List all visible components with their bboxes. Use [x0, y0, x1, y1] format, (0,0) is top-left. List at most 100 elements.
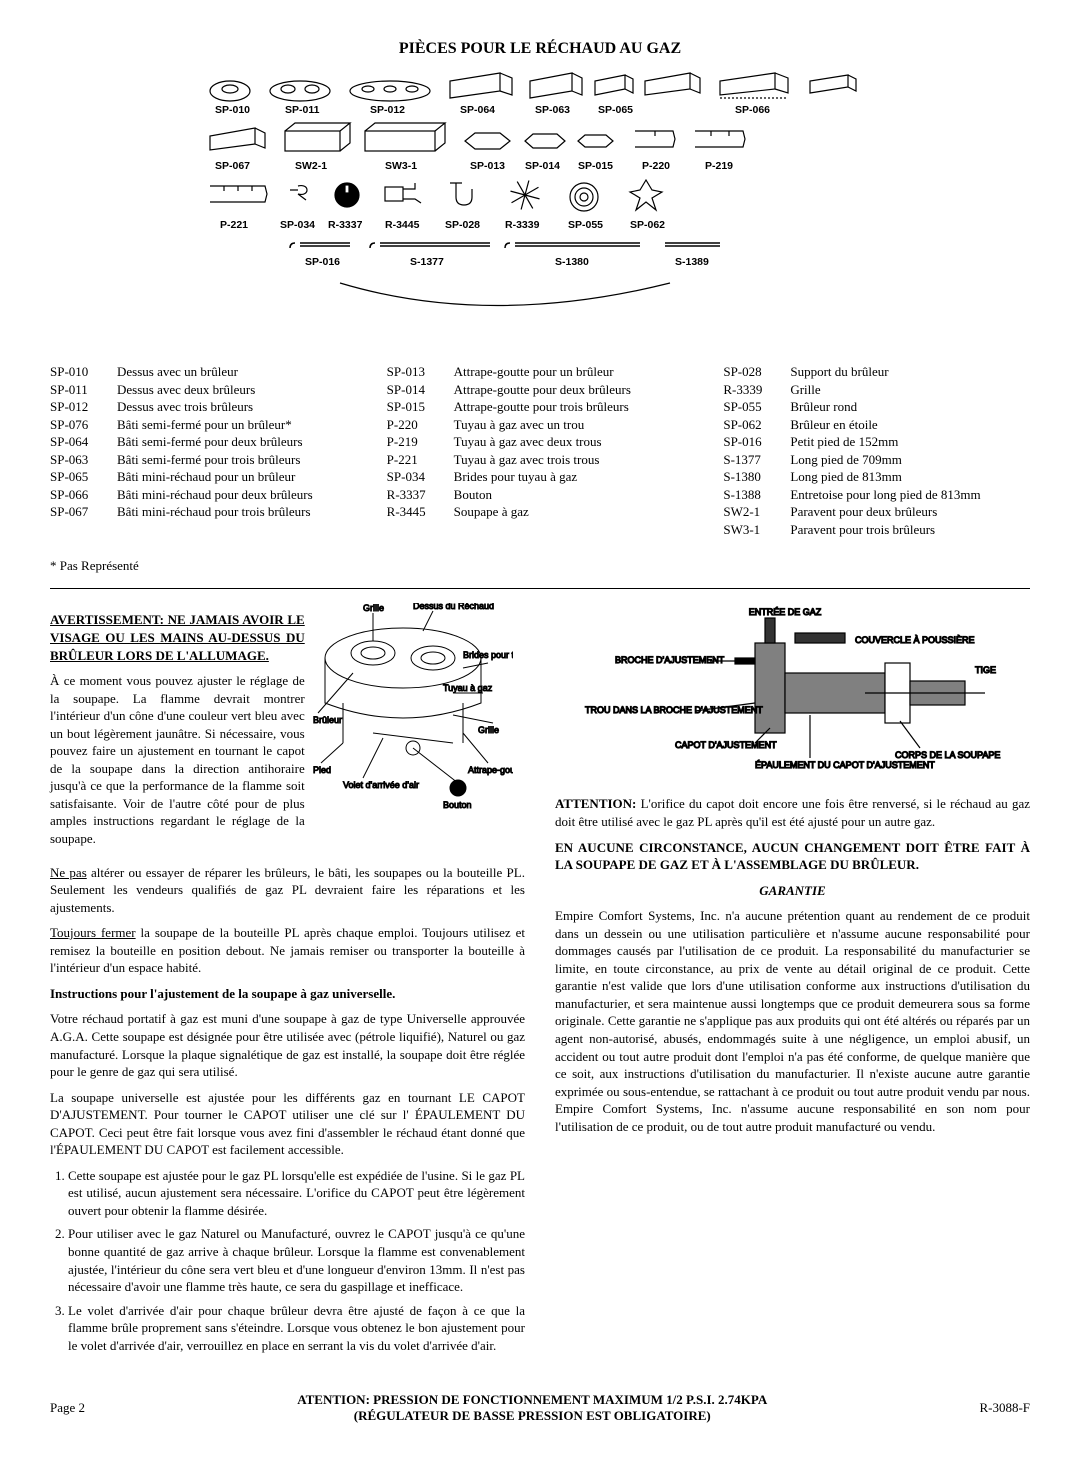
parts-diagram: SP-010 SP-011 SP-012 SP-064 SP-063 SP-06…: [50, 68, 1030, 343]
diag-label: S-1377: [410, 256, 444, 268]
diag-label: SP-064: [460, 104, 495, 116]
svg-text:TROU DANS LA BROCHE D'AJUSTEME: TROU DANS LA BROCHE D'AJUSTEMENT: [585, 705, 763, 715]
part-code: SP-028: [723, 363, 778, 381]
parts-row: P-221 Tuyau à gaz avec trois trous: [387, 451, 694, 469]
part-code: SP-011: [50, 381, 105, 399]
garantie-heading: GARANTIE: [555, 882, 1030, 900]
parts-row: SP-076 Bâti semi-fermé pour un brûleur*: [50, 416, 357, 434]
part-desc: Tuyau à gaz avec deux trous: [454, 433, 602, 451]
left-column: AVERTISSEMENT: NE JAMAIS AVOIR LE VISAGE…: [50, 603, 525, 1362]
footer-warning-2: (RÉGULATEUR DE BASSE PRESSION EST OBLIGA…: [85, 1408, 979, 1424]
part-code: SP-062: [723, 416, 778, 434]
valve-diagram: ENTRÉE DE GAZ COUVERCLE À POUSSIÈRE BROC…: [555, 603, 1015, 783]
part-desc: Brûleur rond: [790, 398, 857, 416]
parts-row: SP-067 Bâti mini-réchaud pour trois brûle…: [50, 503, 357, 521]
parts-col-2: SP-013Attrape-goutte pour un brûleurSP-0…: [387, 363, 694, 538]
parts-col-1: SP-010Dessus avec un brûleurSP-011Dessus…: [50, 363, 357, 538]
diag-label: SP-014: [525, 160, 560, 172]
diag-label: SP-055: [568, 219, 603, 231]
warning-para: À ce moment vous pouvez ajuster le régla…: [50, 672, 305, 847]
part-desc: Bâti mini-réchaud pour trois brûleurs: [117, 503, 311, 521]
parts-row: SP-064Bâti semi-fermé pour deux brûleurs: [50, 433, 357, 451]
part-code: R-3445: [387, 503, 442, 521]
diag-label: P-220: [642, 160, 670, 172]
part-code: P-220: [387, 416, 442, 434]
svg-text:Tuyau à gaz: Tuyau à gaz: [443, 683, 493, 693]
part-desc: Dessus avec trois brûleurs: [117, 398, 253, 416]
parts-row: SP-066Bâti mini-réchaud pour deux brûleu…: [50, 486, 357, 504]
part-code: SP-076: [50, 416, 105, 434]
svg-text:ÉPAULEMENT DU CAPOT D'AJUSTEME: ÉPAULEMENT DU CAPOT D'AJUSTEMENT: [755, 760, 935, 770]
part-desc: Tuyau à gaz avec trois trous: [454, 451, 600, 469]
diag-label: P-221: [220, 219, 248, 231]
parts-row: SP-015Attrape-goutte pour trois brûleurs: [387, 398, 694, 416]
part-code: SP-015: [387, 398, 442, 416]
parts-row: P-219 Tuyau à gaz avec deux trous: [387, 433, 694, 451]
part-desc: Brides pour tuyau à gaz: [454, 468, 577, 486]
parts-row: S-1388Entretoise pour long pied de 813mm: [723, 486, 1030, 504]
part-desc: Tuyau à gaz avec un trou: [454, 416, 585, 434]
diag-label: SP-013: [470, 160, 505, 172]
part-code: R-3337: [387, 486, 442, 504]
part-code: P-219: [387, 433, 442, 451]
svg-text:Brides pour tuyau à gaz: Brides pour tuyau à gaz: [463, 650, 513, 660]
part-code: SW3-1: [723, 521, 778, 539]
part-desc: Bâti semi-fermé pour un brûleur*: [117, 416, 292, 434]
svg-text:Attrape-goutte: Attrape-goutte: [468, 765, 513, 775]
doc-number: R-3088-F: [979, 1400, 1030, 1416]
page-title: PIÈCES POUR LE RÉCHAUD AU GAZ: [50, 40, 1030, 58]
page-number: Page 2: [50, 1400, 85, 1416]
page-footer: Page 2 ATENTION: PRESSION DE FONCTIONNEM…: [50, 1392, 1030, 1424]
nepas: Ne pas: [50, 865, 87, 880]
svg-text:CAPOT D'AJUSTEMENT: CAPOT D'AJUSTEMENT: [675, 740, 777, 750]
diag-label: P-219: [705, 160, 733, 172]
part-code: SP-055: [723, 398, 778, 416]
svg-text:Dessus du Réchaud: Dessus du Réchaud: [413, 603, 494, 611]
svg-text:BROCHE D'AJUSTEMENT: BROCHE D'AJUSTEMENT: [615, 655, 725, 665]
svg-text:Pied: Pied: [313, 765, 331, 775]
part-code: R-3339: [723, 381, 778, 399]
part-desc: Soupape à gaz: [454, 503, 529, 521]
diag-label: SP-012: [370, 104, 405, 116]
diag-label: SW3-1: [385, 160, 417, 172]
part-code: SP-066: [50, 486, 105, 504]
diag-label: R-3337: [328, 219, 363, 231]
instr-list: Cette soupape est ajustée pour le gaz PL…: [50, 1167, 525, 1354]
parts-row: SP-012 Dessus avec trois brûleurs: [50, 398, 357, 416]
part-code: SP-012: [50, 398, 105, 416]
part-code: SP-067: [50, 503, 105, 521]
part-code: SP-016: [723, 433, 778, 451]
part-code: S-1380: [723, 468, 778, 486]
diag-label: SP-010: [215, 104, 250, 116]
parts-row: SP-055 Brûleur rond: [723, 398, 1030, 416]
diag-label: SP-062: [630, 219, 665, 231]
parts-list: SP-010Dessus avec un brûleurSP-011Dessus…: [50, 363, 1030, 538]
diag-label: SP-063: [535, 104, 570, 116]
svg-text:Volet d'arrivée d'air: Volet d'arrivée d'air: [343, 780, 419, 790]
part-desc: Entretoise pour long pied de 813mm: [790, 486, 980, 504]
parts-row: SP-014Attrape-goutte pour deux brûleurs: [387, 381, 694, 399]
part-desc: Grille: [790, 381, 820, 399]
parts-row: SP-062 Brûleur en étoile: [723, 416, 1030, 434]
part-desc: Brûleur en étoile: [790, 416, 877, 434]
toujours: Toujours fermer: [50, 925, 136, 940]
diag-label: R-3339: [505, 219, 540, 231]
part-desc: Bâti mini-réchaud pour un brûleur: [117, 468, 295, 486]
part-code: P-221: [387, 451, 442, 469]
diag-label: SP-028: [445, 219, 480, 231]
diag-label: SP-011: [285, 104, 320, 116]
parts-row: SP-065Bâti mini-réchaud pour un brûleur: [50, 468, 357, 486]
parts-row: SP-011Dessus avec deux brûleurs: [50, 381, 357, 399]
svg-text:Grille: Grille: [363, 603, 384, 613]
parts-row: SW3-1Paravent pour trois brûleurs: [723, 521, 1030, 539]
part-desc: Bouton: [454, 486, 492, 504]
svg-text:Grille: Grille: [478, 725, 499, 735]
part-code: SP-014: [387, 381, 442, 399]
parts-row: SP-010Dessus avec un brûleur: [50, 363, 357, 381]
diag-label: S-1380: [555, 256, 589, 268]
diag-label: SP-067: [215, 160, 250, 172]
parts-col-3: SP-028Support du brûleurR-3339GrilleSP-0…: [723, 363, 1030, 538]
svg-text:COUVERCLE À POUSSIÈRE: COUVERCLE À POUSSIÈRE: [855, 635, 975, 645]
instr-para-2: La soupape universelle est ajustée pour …: [50, 1089, 525, 1159]
part-desc: Petit pied de 152mm: [790, 433, 898, 451]
